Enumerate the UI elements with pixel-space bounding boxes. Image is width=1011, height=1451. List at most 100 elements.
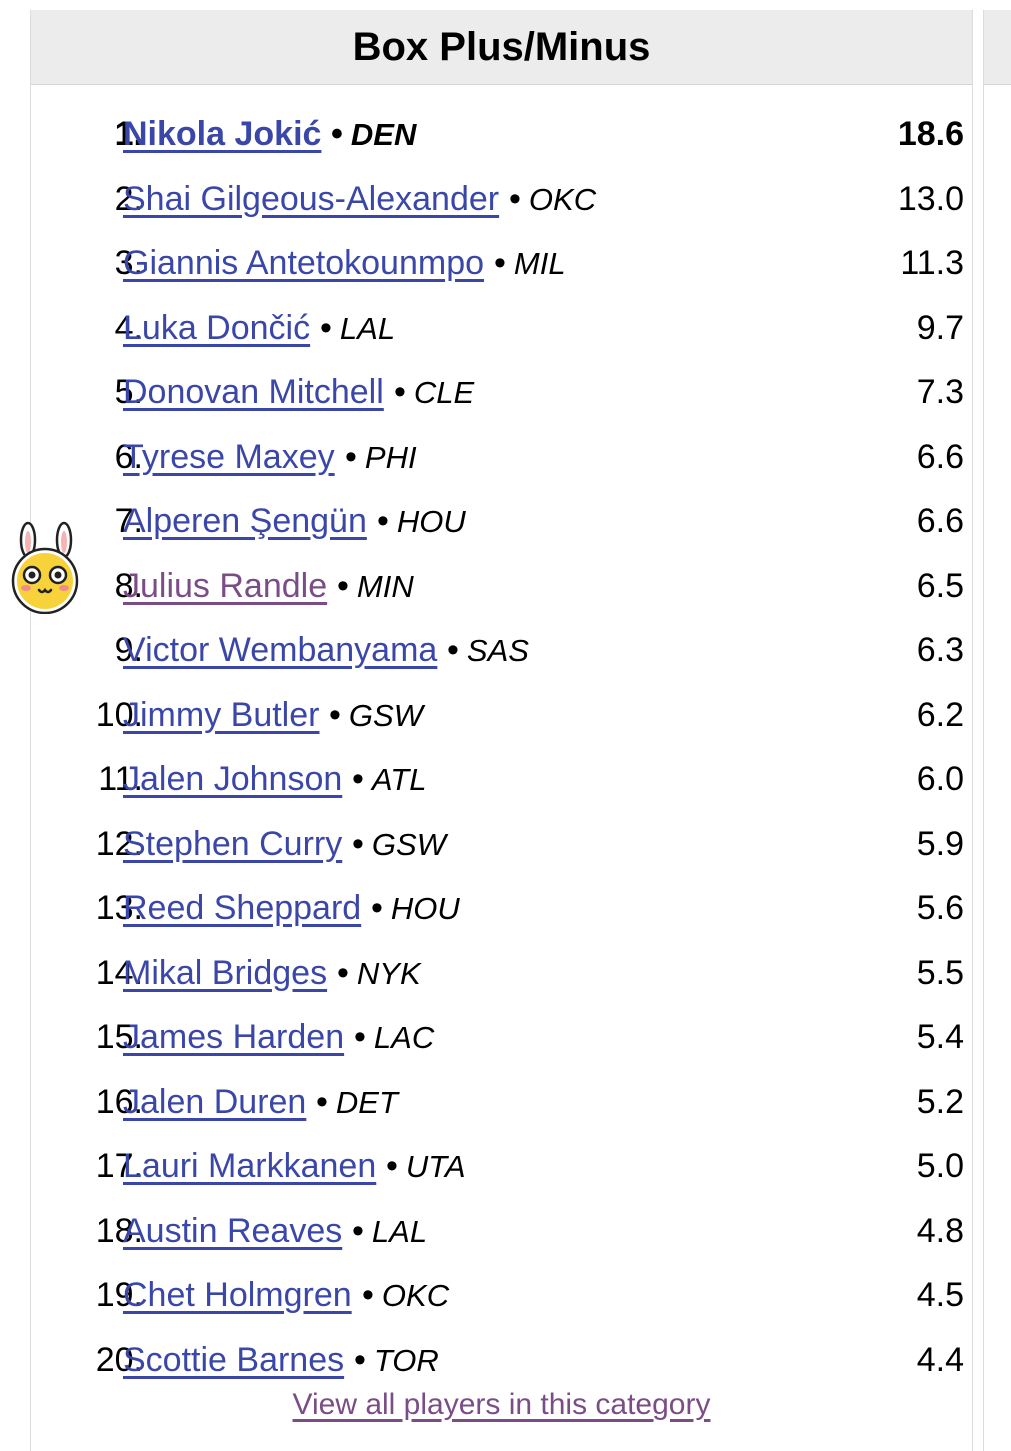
player-name-link[interactable]: Mikal Bridges: [123, 953, 328, 992]
team-abbreviation: HOU: [396, 504, 466, 539]
team-info: • MIN: [327, 554, 414, 619]
player-rank: 10.: [95, 695, 143, 734]
stat-value: 5.4: [916, 1018, 964, 1056]
team-abbreviation: PHI: [364, 439, 417, 475]
stat-value: 5.0: [916, 1147, 964, 1185]
list-item: 11. Jalen Johnson • ATL 6.0: [31, 747, 972, 812]
stat-value: 9.7: [916, 308, 964, 347]
bullet-separator: •: [352, 824, 364, 863]
player-rank: 2.: [114, 179, 143, 218]
player-name-link[interactable]: Shai Gilgeous-Alexander: [123, 179, 500, 218]
player-name-link[interactable]: Julius Randle: [123, 566, 328, 605]
stat-value: 4.5: [916, 1276, 964, 1314]
player-name-link[interactable]: Tyrese Maxey: [123, 437, 335, 476]
player-name-link[interactable]: Stephen Curry: [123, 824, 343, 863]
bullet-separator: •: [316, 1082, 328, 1121]
team-info: • GSW: [319, 683, 423, 748]
player-name-link[interactable]: Austin Reaves: [123, 1211, 343, 1250]
bullet-separator: •: [494, 244, 506, 282]
stat-value: 6.6: [916, 437, 964, 476]
player-rank: 5.: [114, 373, 143, 411]
player-name-link[interactable]: Victor Wembanyama: [123, 631, 438, 669]
player-name-link[interactable]: Jalen Duren: [123, 1082, 307, 1121]
player-name-link[interactable]: Jimmy Butler: [123, 695, 320, 734]
list-item: 14. Mikal Bridges • NYK 5.5: [31, 941, 972, 1006]
team-info: • UTA: [376, 1134, 466, 1199]
team-info: • OKC: [352, 1263, 449, 1328]
adjacent-panel: [983, 10, 1011, 1451]
player-rank: 7.: [114, 502, 143, 540]
bullet-separator: •: [331, 115, 343, 153]
list-item: 8. Julius Randle • MIN 6.5: [31, 554, 972, 619]
player-name-link[interactable]: Jalen Johnson: [123, 760, 343, 798]
player-rank: 8.: [114, 566, 143, 605]
stat-value: 5.2: [916, 1082, 964, 1121]
player-rank: 6.: [114, 437, 143, 476]
team-abbreviation: DEN: [350, 117, 417, 152]
team-info: • CLE: [384, 360, 474, 425]
player-name-link[interactable]: Donovan Mitchell: [123, 373, 384, 411]
team-abbreviation: GSW: [348, 697, 423, 733]
team-info: • TOR: [344, 1328, 439, 1393]
list-item: 17. Lauri Markkanen • UTA 5.0: [31, 1134, 972, 1199]
bullet-separator: •: [337, 953, 349, 992]
team-abbreviation: UTA: [405, 1149, 466, 1184]
stat-value: 5.9: [916, 824, 964, 863]
bullet-separator: •: [447, 631, 459, 669]
player-rank: 17.: [95, 1147, 143, 1185]
view-all-link[interactable]: View all players in this category: [292, 1388, 711, 1421]
player-rank: 16.: [95, 1082, 143, 1121]
player-name-link[interactable]: James Harden: [123, 1018, 345, 1056]
player-rank: 12.: [95, 824, 143, 863]
player-name-link[interactable]: Luka Dončić: [123, 308, 311, 347]
list-item: 10. Jimmy Butler • GSW 6.2: [31, 683, 972, 748]
team-abbreviation: TOR: [373, 1342, 439, 1378]
player-rank: 18.: [95, 1211, 143, 1250]
list-item: 2. Shai Gilgeous-Alexander • OKC 13.0: [31, 167, 972, 232]
player-name-link[interactable]: Nikola Jokić: [123, 115, 322, 153]
team-info: • PHI: [335, 425, 417, 490]
stat-value: 11.3: [900, 244, 964, 282]
player-rank: 4.: [114, 308, 143, 347]
stat-value: 7.3: [916, 373, 964, 411]
bullet-separator: •: [352, 760, 364, 798]
team-abbreviation: OKC: [528, 181, 597, 217]
player-name-link[interactable]: Giannis Antetokounmpo: [123, 244, 485, 282]
team-abbreviation: ATL: [371, 762, 427, 797]
team-info: • HOU: [361, 876, 460, 941]
team-abbreviation: NYK: [356, 955, 421, 991]
stat-value: 4.4: [916, 1340, 964, 1379]
player-name-link[interactable]: Lauri Markkanen: [123, 1147, 377, 1185]
team-abbreviation: LAL: [339, 310, 396, 346]
team-info: • ATL: [342, 747, 426, 812]
stat-value: 13.0: [897, 179, 964, 218]
team-info: • GSW: [342, 812, 446, 877]
team-info: • MIL: [484, 231, 566, 296]
team-abbreviation: GSW: [371, 826, 446, 862]
player-name-link[interactable]: Reed Sheppard: [123, 889, 362, 927]
team-info: • LAL: [310, 296, 395, 361]
bullet-separator: •: [320, 308, 332, 347]
player-name-link[interactable]: Chet Holmgren: [123, 1276, 352, 1314]
player-rank: 15.: [95, 1018, 143, 1056]
bullet-separator: •: [329, 695, 341, 734]
player-rank: 20.: [95, 1340, 143, 1379]
player-name-link[interactable]: Scottie Barnes: [123, 1340, 345, 1379]
stat-value: 4.8: [916, 1211, 964, 1250]
bullet-separator: •: [394, 373, 406, 411]
stat-value: 6.5: [916, 566, 964, 605]
bullet-separator: •: [337, 566, 349, 605]
list-item: 1. Nikola Jokić • DEN 18.6: [31, 102, 972, 167]
player-rank: 19.: [95, 1276, 143, 1314]
leaderboard-panel: Box Plus/Minus 1. Nikola Jokić • DEN 18.6 2. S…: [30, 10, 973, 1451]
player-name-link[interactable]: Alperen Şengün: [123, 502, 367, 540]
bullet-separator: •: [371, 889, 383, 927]
bullet-separator: •: [345, 437, 357, 476]
bullet-separator: •: [509, 179, 521, 218]
stat-value: 5.5: [916, 953, 964, 992]
bunny-face-icon: [11, 521, 79, 614]
list-item: 5. Donovan Mitchell • CLE 7.3: [31, 360, 972, 425]
bullet-separator: •: [354, 1340, 366, 1379]
stat-value: 6.3: [916, 631, 964, 669]
bullet-separator: •: [362, 1276, 374, 1314]
